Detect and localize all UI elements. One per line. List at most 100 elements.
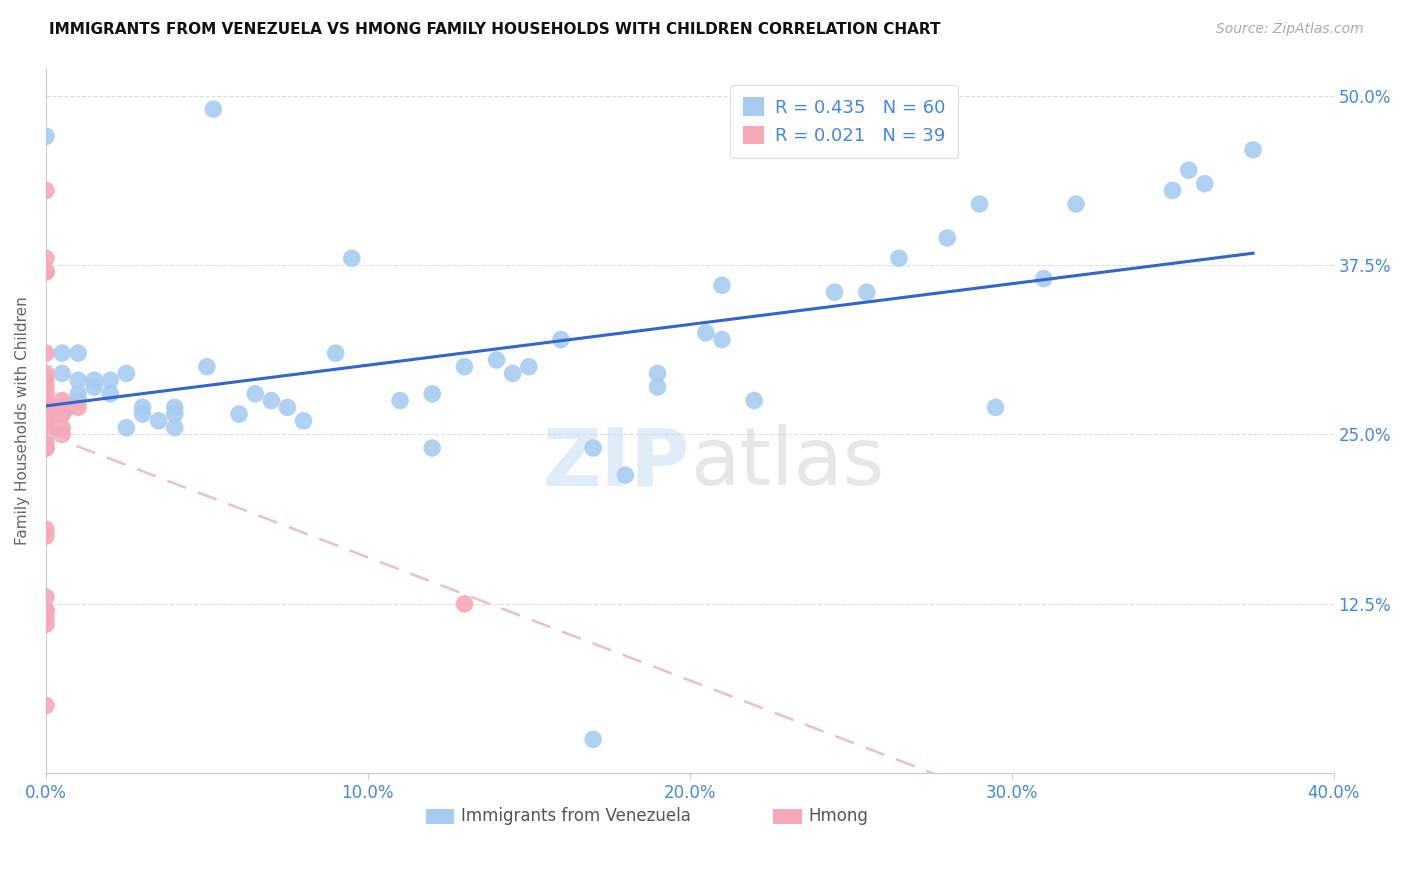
Point	[51, 401, 73, 415]
Point	[131, 401, 153, 415]
Point	[340, 252, 363, 266]
Point	[742, 393, 765, 408]
Point	[1064, 197, 1087, 211]
Point	[614, 468, 637, 483]
Text: Hmong: Hmong	[808, 806, 868, 824]
Point	[35, 698, 58, 713]
Point	[485, 352, 508, 367]
Text: IMMIGRANTS FROM VENEZUELA VS HMONG FAMILY HOUSEHOLDS WITH CHILDREN CORRELATION C: IMMIGRANTS FROM VENEZUELA VS HMONG FAMIL…	[49, 22, 941, 37]
Point	[292, 414, 315, 428]
Point	[453, 597, 475, 611]
Point	[98, 386, 121, 401]
Point	[35, 407, 58, 421]
Point	[35, 367, 58, 381]
Point	[389, 393, 412, 408]
Point	[163, 420, 186, 434]
Text: ZIP: ZIP	[543, 425, 690, 502]
Point	[51, 420, 73, 434]
Point	[824, 285, 846, 300]
Point	[67, 346, 90, 360]
Point	[51, 346, 73, 360]
Point	[887, 252, 910, 266]
Point	[67, 401, 90, 415]
Point	[984, 401, 1007, 415]
Point	[35, 407, 58, 421]
Point	[51, 427, 73, 442]
Point	[35, 129, 58, 144]
Point	[453, 359, 475, 374]
Point	[67, 373, 90, 387]
Point	[969, 197, 991, 211]
Point	[517, 359, 540, 374]
Y-axis label: Family Households with Children: Family Households with Children	[15, 296, 30, 545]
Point	[195, 359, 218, 374]
Point	[67, 393, 90, 408]
Point	[35, 265, 58, 279]
Point	[35, 386, 58, 401]
Point	[647, 380, 669, 394]
Point	[260, 393, 283, 408]
Point	[936, 231, 959, 245]
Point	[1241, 143, 1264, 157]
Point	[202, 102, 225, 116]
Point	[420, 441, 443, 455]
Point	[35, 434, 58, 449]
Point	[98, 373, 121, 387]
Point	[35, 522, 58, 536]
Point	[1177, 163, 1199, 178]
Point	[131, 407, 153, 421]
Point	[582, 732, 605, 747]
Point	[45, 407, 67, 421]
Point	[115, 420, 138, 434]
Text: atlas: atlas	[690, 425, 884, 502]
Bar	[426, 808, 454, 824]
Point	[35, 346, 58, 360]
Point	[35, 604, 58, 618]
Point	[115, 367, 138, 381]
Point	[35, 380, 58, 394]
Point	[35, 441, 58, 455]
Point	[710, 333, 733, 347]
Point	[35, 265, 58, 279]
Point	[276, 401, 298, 415]
Point	[35, 373, 58, 387]
Point	[710, 278, 733, 293]
Point	[51, 407, 73, 421]
Point	[420, 386, 443, 401]
Point	[51, 407, 73, 421]
Point	[51, 407, 73, 421]
Point	[325, 346, 347, 360]
Point	[163, 407, 186, 421]
Point	[35, 427, 58, 442]
Point	[51, 393, 73, 408]
Point	[245, 386, 267, 401]
Point	[58, 401, 80, 415]
Point	[35, 529, 58, 543]
Point	[855, 285, 877, 300]
Point	[51, 367, 73, 381]
Point	[35, 407, 58, 421]
Point	[35, 604, 58, 618]
Point	[550, 333, 572, 347]
Point	[35, 401, 58, 415]
Point	[83, 380, 105, 394]
Point	[35, 590, 58, 604]
Point	[148, 414, 170, 428]
Point	[1194, 177, 1216, 191]
Point	[35, 414, 58, 428]
Point	[35, 252, 58, 266]
Bar	[773, 808, 801, 824]
Legend: R = 0.435   N = 60, R = 0.021   N = 39: R = 0.435 N = 60, R = 0.021 N = 39	[730, 85, 959, 158]
Point	[35, 414, 58, 428]
Point	[35, 420, 58, 434]
Text: Immigrants from Venezuela: Immigrants from Venezuela	[461, 806, 690, 824]
Point	[51, 401, 73, 415]
Point	[35, 441, 58, 455]
Point	[502, 367, 524, 381]
Point	[35, 184, 58, 198]
Point	[228, 407, 250, 421]
Point	[582, 441, 605, 455]
Point	[35, 610, 58, 624]
Point	[1161, 184, 1184, 198]
Point	[163, 401, 186, 415]
